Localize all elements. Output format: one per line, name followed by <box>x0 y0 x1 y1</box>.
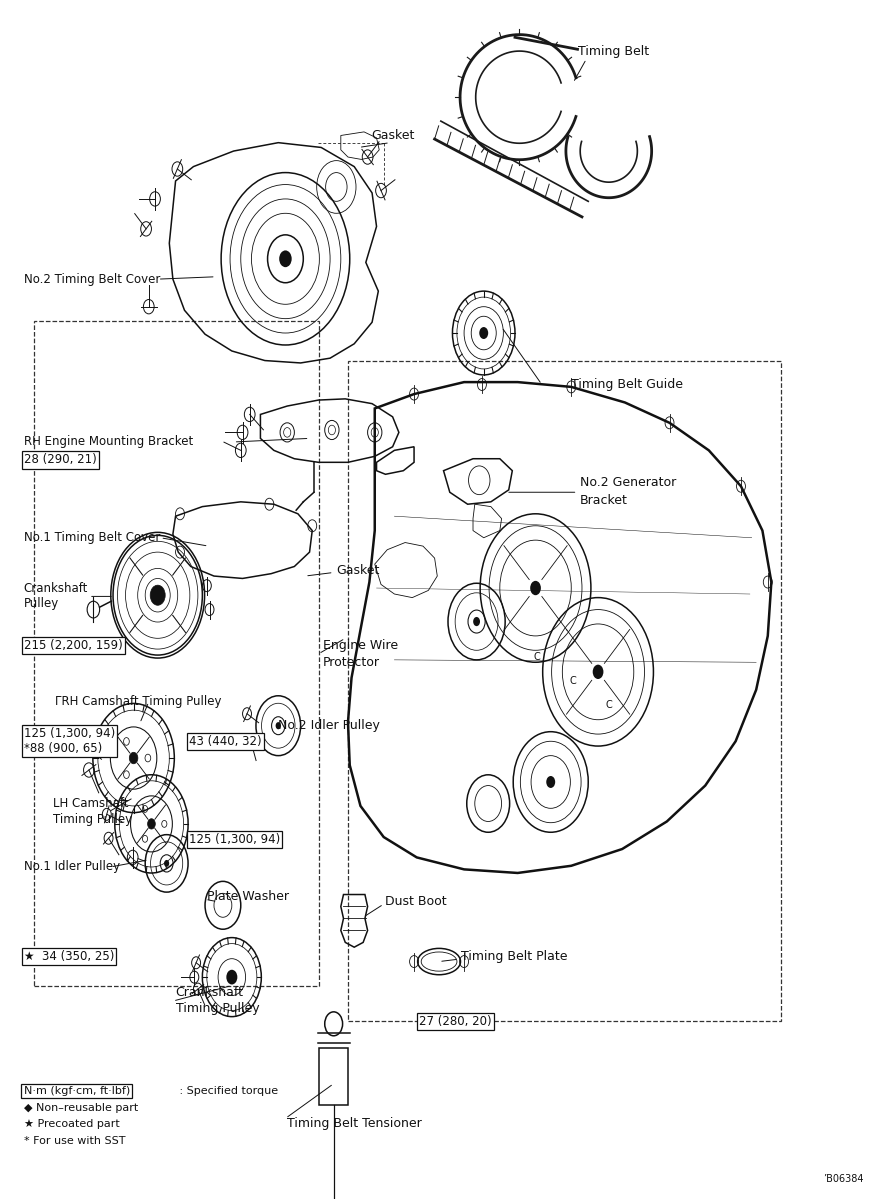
Circle shape <box>276 722 281 730</box>
Circle shape <box>148 818 155 829</box>
Text: 125 (1,300, 94)
*88 (900, 65): 125 (1,300, 94) *88 (900, 65) <box>23 727 115 755</box>
Text: Timing Pulley: Timing Pulley <box>176 1002 259 1015</box>
Text: Timing Pulley: Timing Pulley <box>53 812 133 826</box>
Text: N·m (kgf·cm, ft·lbf): N·m (kgf·cm, ft·lbf) <box>23 1086 130 1096</box>
Text: No.1 Timing Belt Cover: No.1 Timing Belt Cover <box>23 532 160 545</box>
Text: 125 (1,300, 94): 125 (1,300, 94) <box>189 833 280 846</box>
Circle shape <box>473 617 480 626</box>
Text: Timing Belt: Timing Belt <box>578 46 649 58</box>
Text: Plate Washer: Plate Washer <box>207 890 289 904</box>
Text: : Specified torque: : Specified torque <box>176 1086 278 1096</box>
Circle shape <box>530 581 541 595</box>
Text: Gasket: Gasket <box>336 564 380 576</box>
Text: 43 (440, 32): 43 (440, 32) <box>189 734 262 748</box>
Text: 28 (290, 21): 28 (290, 21) <box>23 454 97 467</box>
Text: ΓRH Camshaft Timing Pulley: ΓRH Camshaft Timing Pulley <box>55 695 221 708</box>
Text: Bracket: Bracket <box>581 494 628 508</box>
Text: Crankshaft: Crankshaft <box>23 582 88 594</box>
Text: C: C <box>534 653 540 662</box>
Circle shape <box>592 665 603 679</box>
Circle shape <box>151 586 165 605</box>
Text: Timing Belt Guide: Timing Belt Guide <box>572 378 684 391</box>
Text: Engine Wire: Engine Wire <box>323 638 398 652</box>
Text: 215 (2,200, 159): 215 (2,200, 159) <box>23 638 123 652</box>
Circle shape <box>479 328 488 340</box>
Circle shape <box>547 776 556 788</box>
Text: No.2 Timing Belt Cover: No.2 Timing Belt Cover <box>23 272 160 286</box>
Text: Timing Belt Plate: Timing Belt Plate <box>461 950 568 964</box>
Text: No.2 Idler Pulley: No.2 Idler Pulley <box>279 719 380 732</box>
Text: Dust Boot: Dust Boot <box>385 895 447 908</box>
Text: Pulley: Pulley <box>23 598 59 610</box>
Circle shape <box>280 251 292 268</box>
Text: No.2 Generator: No.2 Generator <box>581 476 676 490</box>
Circle shape <box>164 860 169 866</box>
Text: RH Engine Mounting Bracket: RH Engine Mounting Bracket <box>23 436 193 449</box>
Text: Protector: Protector <box>323 655 380 668</box>
Text: Gasket: Gasket <box>371 128 414 142</box>
Text: No.1 Idler Pulley: No.1 Idler Pulley <box>23 860 120 874</box>
Text: LH Camshaft: LH Camshaft <box>53 797 129 810</box>
Text: 27 (280, 20): 27 (280, 20) <box>419 1015 492 1028</box>
Text: * For use with SST: * For use with SST <box>23 1136 125 1146</box>
Circle shape <box>227 970 237 984</box>
Text: C: C <box>570 677 576 686</box>
Bar <box>33 322 319 985</box>
Text: Timing Belt Tensioner: Timing Belt Tensioner <box>288 1117 422 1129</box>
Text: Crankshaft: Crankshaft <box>176 986 244 1000</box>
Text: C: C <box>606 701 612 710</box>
Text: ★ Precoated part: ★ Precoated part <box>23 1120 119 1129</box>
Text: ◆ Non–reusable part: ◆ Non–reusable part <box>23 1103 138 1112</box>
Text: ’B06384: ’B06384 <box>823 1175 864 1184</box>
Bar <box>319 1048 348 1105</box>
Bar <box>348 360 781 1021</box>
Circle shape <box>129 752 138 763</box>
Text: ★  34 (350, 25): ★ 34 (350, 25) <box>23 950 114 964</box>
